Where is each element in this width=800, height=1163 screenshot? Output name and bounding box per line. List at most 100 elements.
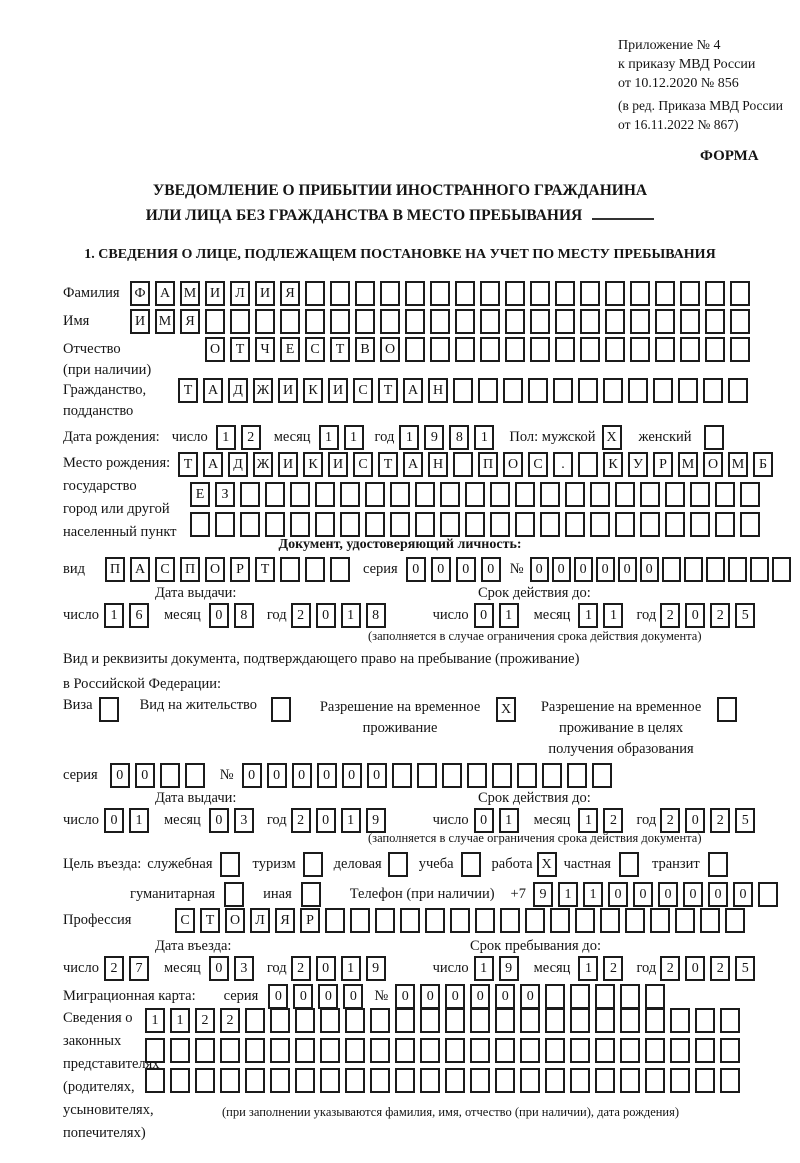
profession-cell[interactable] <box>525 908 545 933</box>
profession-cell[interactable] <box>425 908 445 933</box>
surname-cell[interactable] <box>555 281 575 306</box>
birth-place-cell[interactable] <box>240 512 260 537</box>
birth-place-cell[interactable] <box>290 482 310 507</box>
profession-cell[interactable] <box>575 908 595 933</box>
residence-number-cell[interactable]: 0 <box>266 763 287 788</box>
representatives-cell[interactable] <box>445 1038 465 1063</box>
citizenship-cell[interactable]: Д <box>228 378 248 403</box>
patronymic-cell[interactable] <box>480 337 500 362</box>
residence-expiry-year-cell[interactable]: 0 <box>685 808 706 833</box>
gender-male-checkbox[interactable]: X <box>601 425 622 450</box>
representatives-cell[interactable] <box>545 1008 565 1033</box>
doc-type-cell[interactable]: А <box>130 557 150 582</box>
firstname-cell[interactable] <box>480 309 500 334</box>
birth-year-cell[interactable]: 9 <box>424 425 445 450</box>
identity-expiry-day-cell[interactable]: 1 <box>498 603 519 628</box>
residence-expiry-year-cell[interactable]: 5 <box>735 808 756 833</box>
patronymic-cell[interactable] <box>580 337 600 362</box>
residence-issue-year-cell[interactable]: 9 <box>365 808 386 833</box>
residence-number-cell[interactable] <box>541 763 562 788</box>
birth-place-cell[interactable] <box>340 482 360 507</box>
purpose-humanitarian-checkbox[interactable] <box>224 882 245 907</box>
identity-expiry-month-cell[interactable]: 1 <box>603 603 624 628</box>
patronymic-cell[interactable] <box>730 337 750 362</box>
birth-place-cell[interactable]: Д <box>228 452 248 477</box>
birth-place-cell[interactable] <box>665 482 685 507</box>
birth-place-cell[interactable]: Ж <box>253 452 273 477</box>
representatives-cell[interactable] <box>245 1068 265 1093</box>
profession-cell[interactable] <box>450 908 470 933</box>
representatives-cell[interactable] <box>220 1038 240 1063</box>
profession-cell[interactable] <box>500 908 520 933</box>
representatives-cell[interactable] <box>545 1038 565 1063</box>
representatives-cell[interactable] <box>720 1008 740 1033</box>
identity-expiry-day-cell[interactable]: 0 <box>473 603 494 628</box>
doc-number-cell[interactable]: 0 <box>551 557 571 582</box>
birth-place-cell[interactable]: М <box>728 452 748 477</box>
surname-cell[interactable] <box>455 281 475 306</box>
residence-expiry-day-cell[interactable]: 1 <box>498 808 519 833</box>
citizenship-cell[interactable]: А <box>203 378 223 403</box>
entry-month-cell[interactable]: 3 <box>233 956 254 981</box>
visa-checkbox[interactable] <box>98 697 119 722</box>
gender-female-checkbox[interactable] <box>703 425 724 450</box>
migration-number-cell[interactable] <box>620 984 641 1009</box>
representatives-cell[interactable] <box>295 1038 315 1063</box>
entry-day-cell[interactable]: 7 <box>128 956 149 981</box>
patronymic-cell[interactable] <box>505 337 525 362</box>
representatives-cell[interactable] <box>545 1068 565 1093</box>
migration-series-cell[interactable]: 0 <box>318 984 339 1009</box>
birth-place-cell[interactable] <box>415 482 435 507</box>
firstname-cell[interactable]: М <box>155 309 175 334</box>
residence-number-cell[interactable] <box>566 763 587 788</box>
firstname-cell[interactable] <box>530 309 550 334</box>
residence-number-cell[interactable] <box>466 763 487 788</box>
profession-cell[interactable]: Р <box>300 908 320 933</box>
representatives-cell[interactable] <box>720 1068 740 1093</box>
representatives-cell[interactable] <box>520 1068 540 1093</box>
birth-year-cell[interactable]: 1 <box>474 425 495 450</box>
residence-number-cell[interactable]: 0 <box>316 763 337 788</box>
birth-place-cell[interactable] <box>415 512 435 537</box>
doc-number-cell[interactable]: 0 <box>595 557 615 582</box>
firstname-cell[interactable] <box>455 309 475 334</box>
profession-cell[interactable]: С <box>175 908 195 933</box>
doc-number-cell[interactable] <box>683 557 703 582</box>
representatives-cell[interactable]: 2 <box>195 1008 215 1033</box>
residence-series-cell[interactable] <box>159 763 180 788</box>
firstname-cell[interactable] <box>680 309 700 334</box>
migration-series-cell[interactable]: 0 <box>268 984 289 1009</box>
birth-place-cell[interactable] <box>740 482 760 507</box>
birth-place-cell[interactable] <box>590 482 610 507</box>
birth-place-cell[interactable] <box>615 512 635 537</box>
birth-place-cell[interactable] <box>465 482 485 507</box>
birth-place-cell[interactable] <box>590 512 610 537</box>
birth-place-cell[interactable] <box>440 512 460 537</box>
birth-place-cell[interactable]: К <box>303 452 323 477</box>
representatives-cell[interactable] <box>320 1068 340 1093</box>
representatives-cell[interactable] <box>420 1008 440 1033</box>
citizenship-cell[interactable] <box>728 378 748 403</box>
migration-number-cell[interactable]: 0 <box>420 984 441 1009</box>
birth-place-cell[interactable] <box>640 512 660 537</box>
citizenship-cell[interactable] <box>653 378 673 403</box>
doc-number-cell[interactable]: 0 <box>529 557 549 582</box>
representatives-cell[interactable]: 1 <box>170 1008 190 1033</box>
residence-permit-checkbox[interactable] <box>271 697 292 722</box>
firstname-cell[interactable] <box>580 309 600 334</box>
representatives-cell[interactable] <box>570 1008 590 1033</box>
citizenship-cell[interactable]: А <box>403 378 423 403</box>
doc-series-cell[interactable]: 0 <box>430 557 451 582</box>
residence-number-cell[interactable]: 0 <box>241 763 262 788</box>
residence-issue-year-cell[interactable]: 1 <box>340 808 361 833</box>
phone-cell[interactable]: 0 <box>657 882 678 907</box>
surname-cell[interactable] <box>505 281 525 306</box>
identity-issue-day-cell[interactable]: 6 <box>128 603 149 628</box>
citizenship-cell[interactable] <box>703 378 723 403</box>
profession-cell[interactable] <box>375 908 395 933</box>
firstname-cell[interactable] <box>280 309 300 334</box>
birth-place-cell[interactable] <box>315 512 335 537</box>
birth-place-cell[interactable] <box>690 482 710 507</box>
surname-cell[interactable] <box>655 281 675 306</box>
birth-place-cell[interactable] <box>515 482 535 507</box>
